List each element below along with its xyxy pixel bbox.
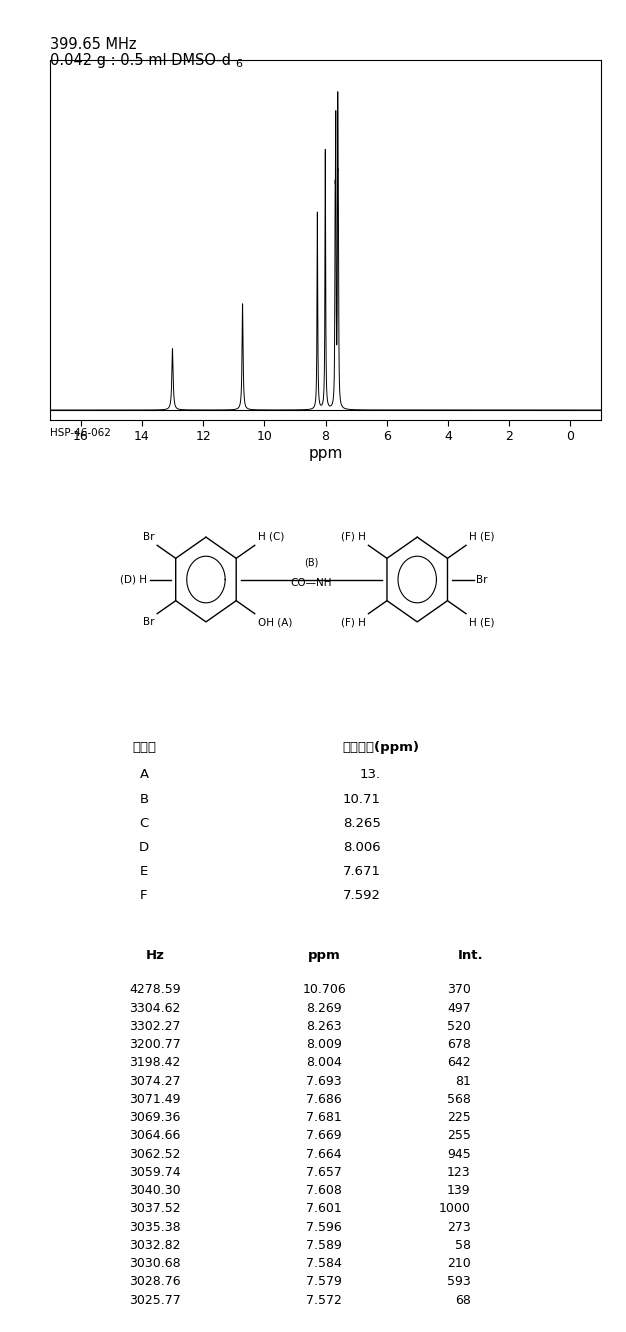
Text: 4278.59: 4278.59 bbox=[130, 983, 181, 996]
Text: 3069.36: 3069.36 bbox=[130, 1111, 181, 1124]
Text: 7.669: 7.669 bbox=[307, 1130, 342, 1143]
Text: 0.042 g : 0.5 ml DMSO-d: 0.042 g : 0.5 ml DMSO-d bbox=[50, 53, 231, 68]
Text: Br: Br bbox=[143, 531, 155, 542]
Text: H (E): H (E) bbox=[469, 617, 495, 627]
Text: 10.71: 10.71 bbox=[342, 793, 381, 806]
Text: 210: 210 bbox=[447, 1257, 471, 1271]
Text: 3198.42: 3198.42 bbox=[130, 1056, 181, 1070]
Text: 7.579: 7.579 bbox=[306, 1275, 342, 1288]
Text: 1000: 1000 bbox=[439, 1203, 471, 1215]
Text: 8.004: 8.004 bbox=[306, 1056, 342, 1070]
Text: 3035.38: 3035.38 bbox=[130, 1220, 181, 1233]
Text: 13.: 13. bbox=[359, 769, 381, 782]
Text: 10.706: 10.706 bbox=[302, 983, 346, 996]
Text: 497: 497 bbox=[447, 1002, 471, 1015]
Text: 3062.52: 3062.52 bbox=[130, 1148, 181, 1160]
Text: 520: 520 bbox=[447, 1020, 471, 1032]
Text: Br: Br bbox=[143, 617, 155, 627]
Text: 7.693: 7.693 bbox=[307, 1075, 342, 1088]
Text: H (C): H (C) bbox=[257, 531, 284, 542]
Text: 945: 945 bbox=[447, 1148, 471, 1160]
Text: D: D bbox=[139, 840, 149, 854]
Text: 3071.49: 3071.49 bbox=[130, 1094, 181, 1106]
Text: 7.592: 7.592 bbox=[342, 890, 381, 902]
Text: 399.65 MHz: 399.65 MHz bbox=[50, 37, 136, 52]
Text: 68: 68 bbox=[455, 1293, 471, 1307]
Text: 8.263: 8.263 bbox=[307, 1020, 342, 1032]
Text: (F) H: (F) H bbox=[341, 617, 366, 627]
Text: 3040.30: 3040.30 bbox=[130, 1184, 181, 1197]
Text: B: B bbox=[140, 793, 148, 806]
Text: 255: 255 bbox=[447, 1130, 471, 1143]
Text: ppm: ppm bbox=[308, 948, 341, 962]
Text: 3302.27: 3302.27 bbox=[130, 1020, 181, 1032]
Text: H (E): H (E) bbox=[469, 531, 495, 542]
Text: 8.265: 8.265 bbox=[342, 817, 381, 830]
Text: (D) H: (D) H bbox=[120, 574, 147, 585]
Text: C: C bbox=[140, 817, 148, 830]
Text: 678: 678 bbox=[447, 1038, 471, 1051]
Text: 123: 123 bbox=[447, 1166, 471, 1179]
Text: 7.608: 7.608 bbox=[306, 1184, 342, 1197]
Text: 7.601: 7.601 bbox=[306, 1203, 342, 1215]
Text: 3200.77: 3200.77 bbox=[130, 1038, 181, 1051]
Text: 3025.77: 3025.77 bbox=[130, 1293, 181, 1307]
Text: 7.681: 7.681 bbox=[306, 1111, 342, 1124]
Text: 7.596: 7.596 bbox=[306, 1220, 342, 1233]
Text: 3059.74: 3059.74 bbox=[130, 1166, 181, 1179]
Text: E: E bbox=[140, 864, 148, 878]
Text: 139: 139 bbox=[447, 1184, 471, 1197]
Text: 58: 58 bbox=[454, 1239, 471, 1252]
Text: 3074.27: 3074.27 bbox=[130, 1075, 181, 1088]
Text: 8.269: 8.269 bbox=[307, 1002, 342, 1015]
Text: 81: 81 bbox=[455, 1075, 471, 1088]
Text: 7.584: 7.584 bbox=[306, 1257, 342, 1271]
Text: 3030.68: 3030.68 bbox=[130, 1257, 181, 1271]
Text: 3304.62: 3304.62 bbox=[130, 1002, 181, 1015]
Text: Br: Br bbox=[476, 574, 488, 585]
Text: (F) H: (F) H bbox=[341, 531, 366, 542]
Text: 标记氢: 标记氢 bbox=[132, 742, 156, 754]
Text: 8.009: 8.009 bbox=[306, 1038, 342, 1051]
Text: 7.657: 7.657 bbox=[306, 1166, 342, 1179]
Text: 化学位移(ppm): 化学位移(ppm) bbox=[342, 742, 419, 754]
X-axis label: ppm: ppm bbox=[309, 446, 342, 461]
Text: 3028.76: 3028.76 bbox=[130, 1275, 181, 1288]
Text: 642: 642 bbox=[447, 1056, 471, 1070]
Text: 3064.66: 3064.66 bbox=[130, 1130, 181, 1143]
Text: 6: 6 bbox=[235, 59, 242, 69]
Text: 7.664: 7.664 bbox=[307, 1148, 342, 1160]
Text: OH (A): OH (A) bbox=[257, 617, 292, 627]
Text: 370: 370 bbox=[447, 983, 471, 996]
Text: Int.: Int. bbox=[458, 948, 483, 962]
Text: 3037.52: 3037.52 bbox=[130, 1203, 181, 1215]
Text: 273: 273 bbox=[447, 1220, 471, 1233]
Text: 7.572: 7.572 bbox=[306, 1293, 342, 1307]
Text: 593: 593 bbox=[447, 1275, 471, 1288]
Text: 7.686: 7.686 bbox=[306, 1094, 342, 1106]
Text: HSP-46-062: HSP-46-062 bbox=[50, 428, 111, 438]
Text: A: A bbox=[140, 769, 148, 782]
Text: 3032.82: 3032.82 bbox=[130, 1239, 181, 1252]
Text: 7.589: 7.589 bbox=[306, 1239, 342, 1252]
Text: 7.671: 7.671 bbox=[342, 864, 381, 878]
Text: (B): (B) bbox=[304, 557, 319, 567]
Text: Hz: Hz bbox=[146, 948, 165, 962]
Text: 568: 568 bbox=[447, 1094, 471, 1106]
Text: 225: 225 bbox=[447, 1111, 471, 1124]
Text: CO—NH: CO—NH bbox=[291, 578, 332, 587]
Text: 8.006: 8.006 bbox=[343, 840, 381, 854]
Text: F: F bbox=[140, 890, 148, 902]
